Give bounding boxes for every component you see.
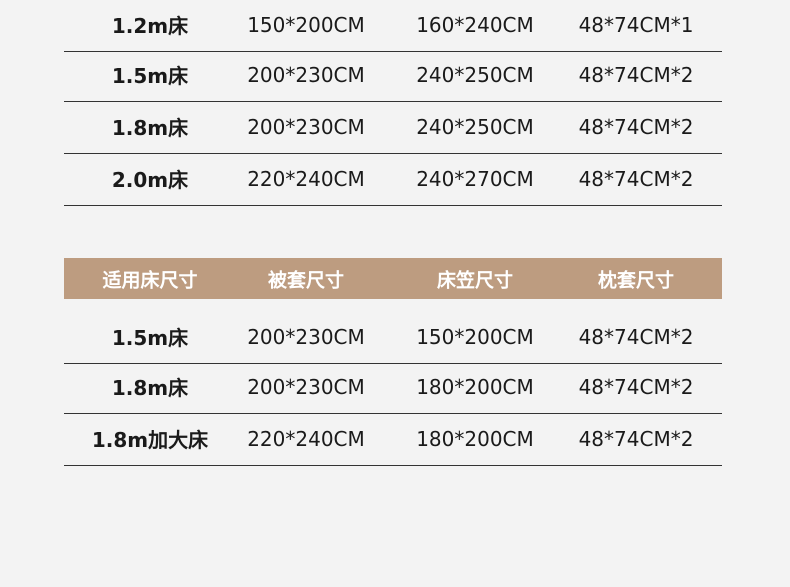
header-bed-size: 适用床尺寸 [102,269,198,291]
size-table-2-header: 适用床尺寸 被套尺寸 床笠尺寸 枕套尺寸 [64,258,722,299]
header-fitted-sheet-size: 床笠尺寸 [436,269,514,291]
duvet-cover-size-cell: 200*230CM [247,114,365,139]
duvet-cover-size-cell: 200*230CM [247,374,365,399]
header-pillowcase-size: 枕套尺寸 [597,269,675,291]
bed-size-cell: 1.5m床 [111,326,189,351]
table-row: 2.0m床 220*240CM 240*270CM 48*74CM*2 [64,155,722,206]
pillowcase-size-cell: 48*74CM*2 [578,374,694,399]
fitted-sheet-size-cell: 180*200CM [416,426,534,451]
table-row: 1.8m床 200*230CM 180*200CM 48*74CM*2 [64,363,722,414]
table-row: 1.5m床 200*230CM 150*200CM 48*74CM*2 [64,313,722,364]
table-row: 1.8m加大床 220*240CM 180*200CM 48*74CM*2 [64,415,722,466]
table-row: 1.2m床 150*200CM 160*240CM 48*74CM*1 [64,1,722,52]
bed-size-cell: 1.8m床 [111,376,189,401]
bed-size-cell: 1.2m床 [111,14,189,39]
bed-size-cell: 1.8m加大床 [91,428,209,453]
table-row: 1.5m床 200*230CM 240*250CM 48*74CM*2 [64,51,722,102]
bed-size-cell: 2.0m床 [111,168,189,193]
pillowcase-size-cell: 48*74CM*2 [578,324,694,349]
duvet-cover-size-cell: 200*230CM [247,324,365,349]
bed-size-cell: 1.5m床 [111,64,189,89]
pillowcase-size-cell: 48*74CM*1 [578,12,694,37]
pillowcase-size-cell: 48*74CM*2 [578,426,694,451]
fitted-sheet-size-cell: 160*240CM [416,12,534,37]
pillowcase-size-cell: 48*74CM*2 [578,166,694,191]
fitted-sheet-size-cell: 180*200CM [416,374,534,399]
fitted-sheet-size-cell: 150*200CM [416,324,534,349]
fitted-sheet-size-cell: 240*270CM [416,166,534,191]
header-duvet-cover-size: 被套尺寸 [267,269,345,291]
duvet-cover-size-cell: 220*240CM [247,166,365,191]
bed-size-cell: 1.8m床 [111,116,189,141]
duvet-cover-size-cell: 220*240CM [247,426,365,451]
fitted-sheet-size-cell: 240*250CM [416,62,534,87]
pillowcase-size-cell: 48*74CM*2 [578,62,694,87]
fitted-sheet-size-cell: 240*250CM [416,114,534,139]
table-row: 1.8m床 200*230CM 240*250CM 48*74CM*2 [64,103,722,154]
duvet-cover-size-cell: 200*230CM [247,62,365,87]
duvet-cover-size-cell: 150*200CM [247,12,365,37]
pillowcase-size-cell: 48*74CM*2 [578,114,694,139]
